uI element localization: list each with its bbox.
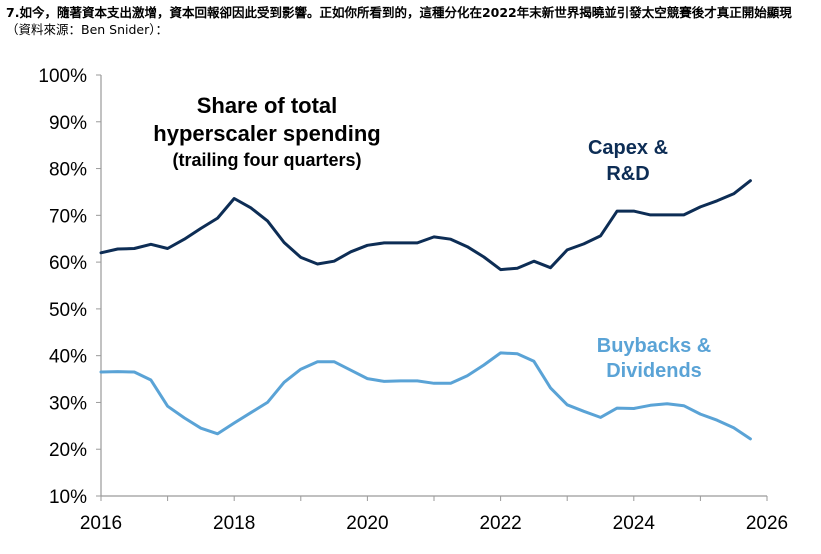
x-tick-label: 2020 (346, 513, 388, 534)
y-tick-label: 20% (49, 440, 87, 461)
y-tick-label: 100% (38, 66, 87, 87)
series-label-capex-rd: Capex & (588, 137, 668, 159)
x-tick-label: 2022 (479, 513, 521, 534)
series-line-capex-rd (99, 179, 752, 272)
caption-source: （資料來源：Ben Snider）： (6, 22, 169, 37)
x-tick-label: 2026 (746, 513, 788, 534)
y-tick-label: 50% (49, 300, 87, 321)
y-tick-label: 80% (49, 160, 87, 181)
series-line-buybacks-dividends (99, 351, 752, 441)
series-labels: Capex & R&D Buybacks & Dividends (588, 137, 711, 382)
chart-axes (96, 74, 768, 501)
chart-title-line: Share of total (197, 93, 338, 118)
chart-title: Share of total hyperscaler spending (trail… (153, 93, 380, 170)
series-label-buybacks-dividends: Buybacks & (597, 335, 712, 357)
series-label-buybacks-dividends: Dividends (606, 360, 702, 382)
y-tick-label: 90% (49, 113, 87, 134)
chart-title-line: hyperscaler spending (153, 121, 380, 146)
series-lines (99, 179, 752, 441)
x-axis-tick-labels: 2016 2018 2020 2022 2024 2026 (80, 513, 788, 534)
x-tick-label: 2018 (213, 513, 255, 534)
y-tick-label: 60% (49, 253, 87, 274)
x-tick-label: 2024 (613, 513, 656, 534)
y-tick-label: 30% (49, 393, 87, 414)
series-label-capex-rd: R&D (606, 163, 649, 185)
y-axis-tick-labels: 10% 20% 30% 40% 50% 60% 70% 80% 90% 100% (38, 66, 87, 508)
chart-title-line: (trailing four quarters) (172, 150, 361, 170)
x-tick-label: 2016 (80, 513, 122, 534)
caption-text: 7.如今，隨著資本支出激增，資本回報卻因此受到影響。正如你所看到的，這種分化在2… (6, 5, 792, 20)
y-tick-label: 70% (49, 206, 87, 227)
y-tick-label: 40% (49, 347, 87, 368)
y-tick-label: 10% (49, 487, 87, 508)
figure-caption: 7.如今，隨著資本支出激增，資本回報卻因此受到影響。正如你所看到的，這種分化在2… (6, 4, 816, 38)
